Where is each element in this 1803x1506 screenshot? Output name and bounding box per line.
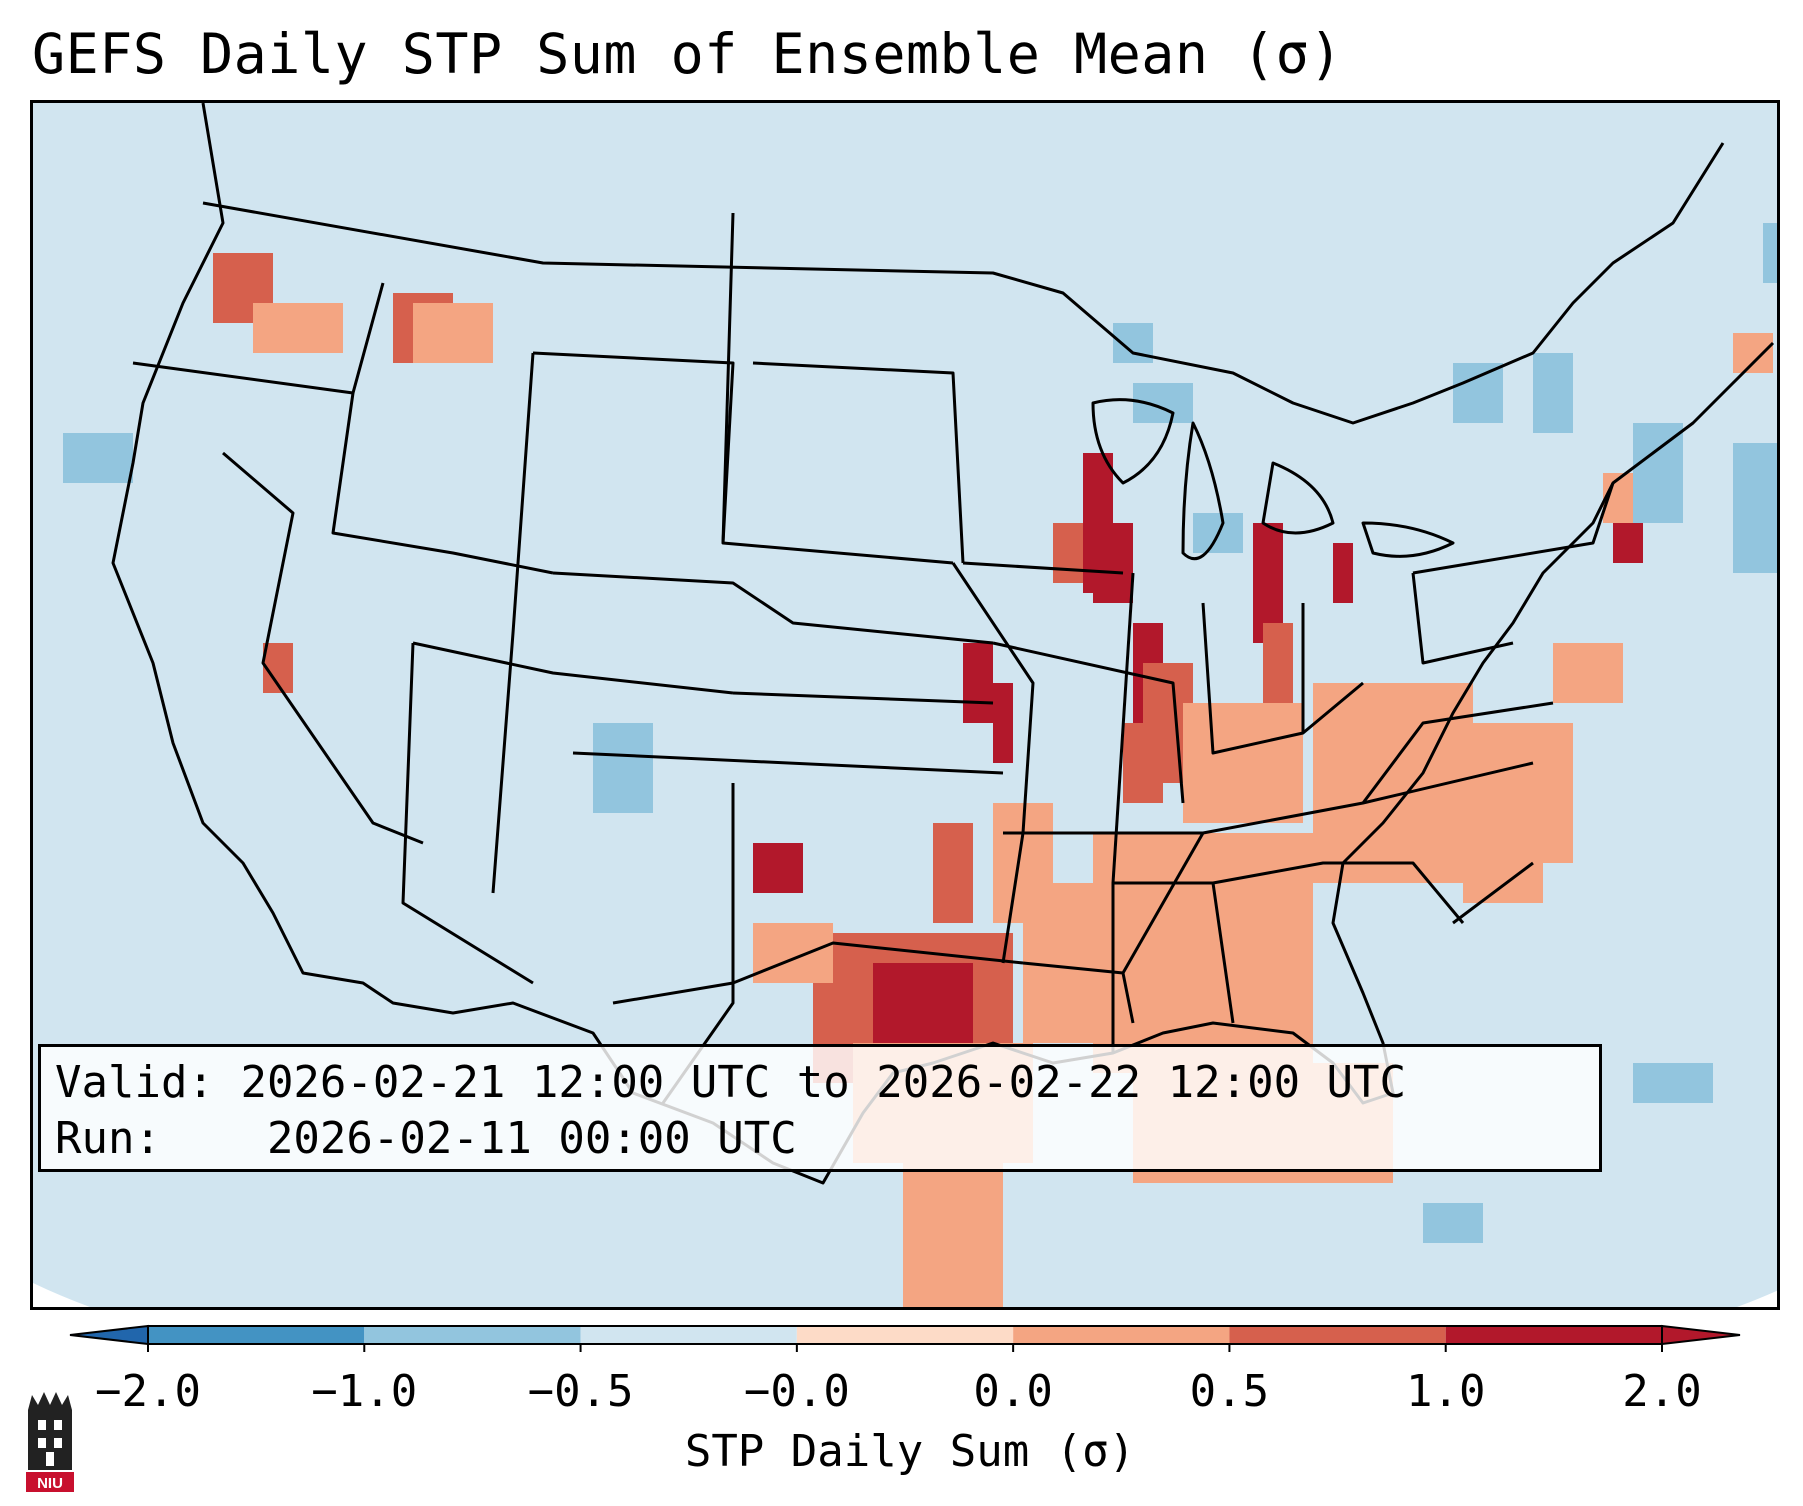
run-label: Run: — [55, 1113, 161, 1164]
stp-cell — [1333, 543, 1353, 603]
colorbar-over-arrow — [1661, 1324, 1741, 1346]
state-borders — [111, 103, 1775, 1185]
stp-cell — [1053, 523, 1083, 583]
valid-line: Valid: 2026-02-21 12:00 UTC to 2026-02-2… — [55, 1055, 1585, 1111]
stp-cell — [1733, 333, 1773, 373]
colorbar-tick-label: −0.5 — [527, 1366, 634, 1417]
state-line — [552, 571, 994, 645]
stp-cell — [1183, 703, 1303, 823]
state-line — [331, 392, 554, 575]
valid-label: Valid: — [55, 1057, 214, 1108]
stp-cell — [1263, 623, 1293, 703]
run-line: Run: 2026-02-11 00:00 UTC — [55, 1111, 1585, 1167]
state-line — [1412, 482, 1615, 575]
stp-cell — [1093, 833, 1313, 1073]
state-line — [1212, 861, 1465, 924]
great-lakes — [1091, 398, 1455, 561]
state-line — [1411, 572, 1514, 665]
state-line — [401, 642, 534, 985]
colorbar-tick-label: −1.0 — [311, 1366, 418, 1417]
stp-cell — [753, 843, 803, 893]
state-line — [572, 751, 1004, 775]
stp-cell — [963, 643, 993, 723]
map-panel — [30, 100, 1780, 1310]
stp-cell — [1553, 643, 1623, 703]
valid-value: 2026-02-21 12:00 UTC to 2026-02-22 12:00… — [240, 1057, 1407, 1108]
colorbar-tick-label: 1.0 — [1405, 1366, 1486, 1417]
state-line — [412, 641, 734, 695]
state-line — [1452, 861, 1534, 925]
map-title: GEFS Daily STP Sum of Ensemble Mean (σ) — [32, 22, 1343, 86]
stp-cell — [1763, 223, 1777, 283]
colorbar-bin — [1445, 1326, 1662, 1344]
stp-cell — [1423, 1203, 1483, 1243]
colorbar-label: STP Daily Sum (σ) — [684, 1426, 1136, 1477]
stp-cell — [253, 303, 343, 353]
svg-text:NIU: NIU — [37, 1475, 63, 1492]
colorbar-tick-label: 0.0 — [973, 1366, 1053, 1417]
state-line — [1361, 701, 1554, 804]
state-line — [1111, 881, 1235, 1053]
state-line — [721, 212, 954, 565]
colorbar-tick-label: 0.5 — [1189, 1366, 1270, 1417]
state-line — [951, 562, 1035, 964]
state-line — [1121, 832, 1205, 974]
stp-cell — [1633, 423, 1683, 523]
us-outline — [111, 103, 1775, 1185]
stp-cell — [593, 723, 653, 813]
niu-logo: NIU — [26, 1392, 74, 1492]
colorbar-bin — [364, 1326, 581, 1344]
stp-cell — [1463, 823, 1543, 903]
canada-border — [202, 142, 1725, 425]
stp-cell — [873, 963, 973, 1043]
state-line — [992, 641, 1185, 804]
stp-cell — [1093, 523, 1133, 603]
state-line — [491, 352, 535, 894]
state-line — [752, 361, 965, 564]
projection-domain — [33, 103, 1777, 1307]
colorbar-tick-label: −0.0 — [743, 1366, 850, 1417]
colorbar-bin — [148, 1326, 365, 1344]
stp-cell — [1733, 443, 1777, 573]
state-line — [1201, 602, 1364, 755]
colorbar-tick-label: 2.0 — [1622, 1366, 1702, 1417]
stp-cell — [413, 303, 493, 363]
stp-cell — [63, 433, 133, 483]
state-line — [732, 691, 994, 705]
state-line — [1111, 572, 1135, 884]
stp-cell — [1453, 363, 1503, 423]
state-line — [532, 351, 735, 544]
colorbar-bin — [796, 1326, 1014, 1344]
state-line — [962, 561, 1124, 575]
colorbar-bin — [1229, 1326, 1446, 1344]
run-value: 2026-02-11 00:00 UTC — [266, 1113, 797, 1164]
state-line — [612, 941, 1024, 1005]
state-line — [222, 451, 424, 845]
stp-cell — [933, 823, 973, 923]
state-line — [1003, 761, 1534, 835]
colorbar-under-arrow — [69, 1324, 149, 1346]
map-canvas — [33, 103, 1777, 1307]
stp-cell — [1533, 353, 1573, 433]
stp-cell — [993, 683, 1013, 763]
colorbar-frame — [147, 1325, 1663, 1345]
stp-cell — [753, 923, 833, 983]
colorbar-bin — [580, 1326, 797, 1344]
stp-cell — [1123, 723, 1163, 803]
colorbar-tick-label: −2.0 — [95, 1366, 201, 1417]
validity-info-box: Valid: 2026-02-21 12:00 UTC to 2026-02-2… — [38, 1044, 1602, 1172]
stp-cell — [1633, 1063, 1713, 1103]
colorbar-bin — [1013, 1326, 1230, 1344]
